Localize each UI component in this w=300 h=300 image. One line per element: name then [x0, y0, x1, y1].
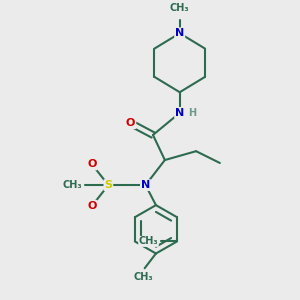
- Text: O: O: [126, 118, 135, 128]
- Text: CH₃: CH₃: [134, 272, 153, 282]
- Text: O: O: [87, 201, 97, 211]
- Text: CH₃: CH₃: [170, 4, 190, 14]
- Text: S: S: [104, 180, 112, 190]
- Text: O: O: [87, 160, 97, 170]
- Text: CH₃: CH₃: [139, 236, 158, 246]
- Text: H: H: [188, 108, 196, 118]
- Text: N: N: [175, 28, 184, 38]
- Text: N: N: [141, 180, 150, 190]
- Text: N: N: [175, 108, 184, 118]
- Text: CH₃: CH₃: [63, 180, 82, 190]
